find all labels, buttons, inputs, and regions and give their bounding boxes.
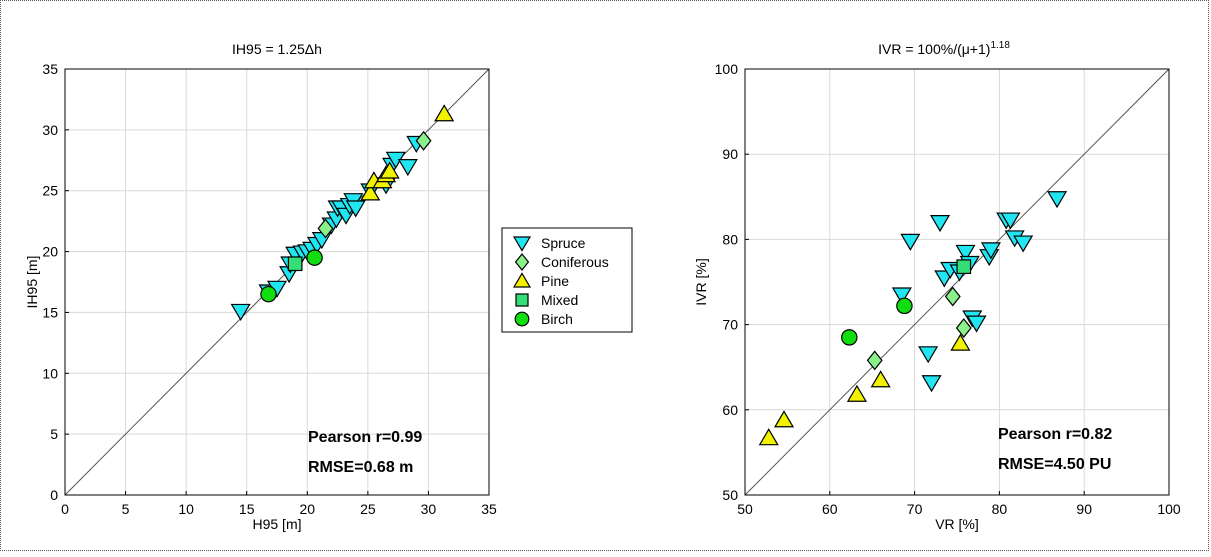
coniferous-point [944, 286, 961, 307]
y-tick-label: 80 [722, 231, 738, 247]
pine-point [846, 384, 867, 402]
x-tick-label: 5 [122, 501, 130, 517]
chart-ih95: 0 5 10 15 20 25 30 35 0 5 10 15 20 25 30 35 IH95 = 1.2… [24, 41, 497, 532]
y-axis-label: IVR [%] [693, 258, 709, 305]
legend: Spruce Coniferous Pine Mixed Birch [501, 227, 633, 333]
coniferous-point [866, 350, 883, 371]
spruce-point [966, 315, 987, 333]
plot-frame [744, 68, 1170, 496]
y-tick-label: 50 [722, 487, 738, 503]
y-tick-label: 30 [42, 122, 58, 138]
y-tick-label: 100 [715, 61, 739, 77]
y-tick-label: 5 [50, 426, 58, 442]
coniferous-point [317, 218, 334, 239]
legend-label-mixed: Mixed [541, 292, 578, 308]
chart-title-main: IVR = 100%/(μ+1) [878, 41, 990, 57]
x-tick-labels: 50 60 70 80 90 100 [737, 491, 1181, 517]
x-tick-label: 60 [822, 501, 838, 517]
legend-items: Spruce Coniferous Pine Mixed Birch [512, 235, 609, 327]
x-axis-label: VR [%] [935, 516, 979, 532]
spruce-point [1000, 212, 1021, 230]
identity-line [744, 68, 1170, 496]
spruce-point [918, 346, 939, 364]
chart-ivr: 50 60 70 80 90 100 50 60 70 80 90 100 IVR = 100%/(… [693, 40, 1181, 532]
plot-frame [64, 68, 490, 496]
x-tick-label: 25 [360, 501, 376, 517]
spruce-point [345, 200, 366, 218]
x-tick-label: 70 [907, 501, 923, 517]
y-tick-label: 25 [42, 183, 58, 199]
x-tick-label: 20 [299, 501, 315, 517]
y-tick-label: 20 [42, 244, 58, 260]
legend-marker-spruce [512, 236, 532, 252]
pine-point [758, 428, 779, 446]
x-tick-label: 0 [61, 501, 69, 517]
spruce-point [230, 303, 251, 321]
chart-title-exponent: 1.18 [990, 40, 1010, 51]
data-points [758, 191, 1068, 446]
x-tick-label: 10 [178, 501, 194, 517]
pearson-annotation: Pearson r=0.82 [998, 426, 1112, 443]
pine-point [434, 104, 455, 122]
birch-point [306, 249, 323, 266]
x-tick-label: 100 [1157, 501, 1181, 517]
spruce-point [900, 233, 921, 251]
x-axis-label: H95 [m] [252, 516, 301, 532]
legend-marker-mixed [515, 293, 529, 307]
spruce-point [980, 242, 1001, 260]
birch-point [260, 285, 277, 303]
spruce-point [1013, 235, 1034, 253]
y-tick-label: 90 [722, 146, 738, 162]
spruce-point [921, 375, 942, 393]
y-tick-label: 15 [42, 304, 58, 320]
x-tick-label: 80 [992, 501, 1008, 517]
x-tick-labels: 0 5 10 15 20 25 30 35 [61, 491, 497, 517]
legend-marker-pine [512, 272, 532, 288]
chart-title: IH95 = 1.25Δh [232, 41, 322, 57]
rmse-annotation: RMSE=4.50 PU [998, 456, 1111, 473]
spruce-point [891, 287, 912, 305]
y-axis-label: IH95 [m] [24, 256, 40, 309]
legend-label-spruce: Spruce [541, 235, 586, 251]
x-tick-label: 50 [737, 501, 753, 517]
x-tick-label: 35 [481, 501, 497, 517]
spruce-point [929, 215, 951, 233]
legend-marker-coniferous [514, 253, 530, 271]
pine-point [379, 161, 400, 179]
y-tick-label: 35 [42, 61, 58, 77]
y-tick-labels: 50 60 70 80 90 100 [715, 61, 749, 503]
mixed-point [956, 259, 972, 275]
spruce-point [955, 244, 976, 262]
spruce-point [397, 159, 418, 177]
coniferous-point [955, 318, 972, 338]
legend-marker-birch [514, 311, 530, 327]
coniferous-point [415, 130, 432, 151]
x-tick-label: 30 [421, 501, 437, 517]
data-points [230, 104, 455, 321]
y-tick-labels: 0 5 10 15 20 25 30 35 [42, 61, 69, 503]
y-tick-label: 70 [722, 317, 738, 333]
spruce-point [1047, 191, 1068, 209]
y-tick-label: 60 [722, 402, 738, 418]
pine-point [773, 410, 795, 428]
y-tick-label: 0 [50, 487, 58, 503]
pine-point [950, 333, 971, 351]
chart-title: IVR = 100%/(μ+1)1.18 [878, 40, 1010, 57]
pearson-annotation: Pearson r=0.99 [308, 429, 422, 446]
pine-point [360, 183, 381, 201]
legend-label-pine: Pine [541, 273, 569, 289]
birch-point [896, 297, 913, 315]
pine-point [870, 370, 891, 388]
mixed-point [287, 256, 303, 272]
legend-label-coniferous: Coniferous [541, 254, 609, 270]
rmse-annotation: RMSE=0.68 m [308, 459, 413, 476]
x-tick-label: 90 [1076, 501, 1092, 517]
birch-point [841, 329, 858, 346]
x-tick-label: 15 [239, 501, 255, 517]
legend-label-birch: Birch [541, 311, 573, 327]
y-tick-label: 10 [42, 365, 58, 381]
